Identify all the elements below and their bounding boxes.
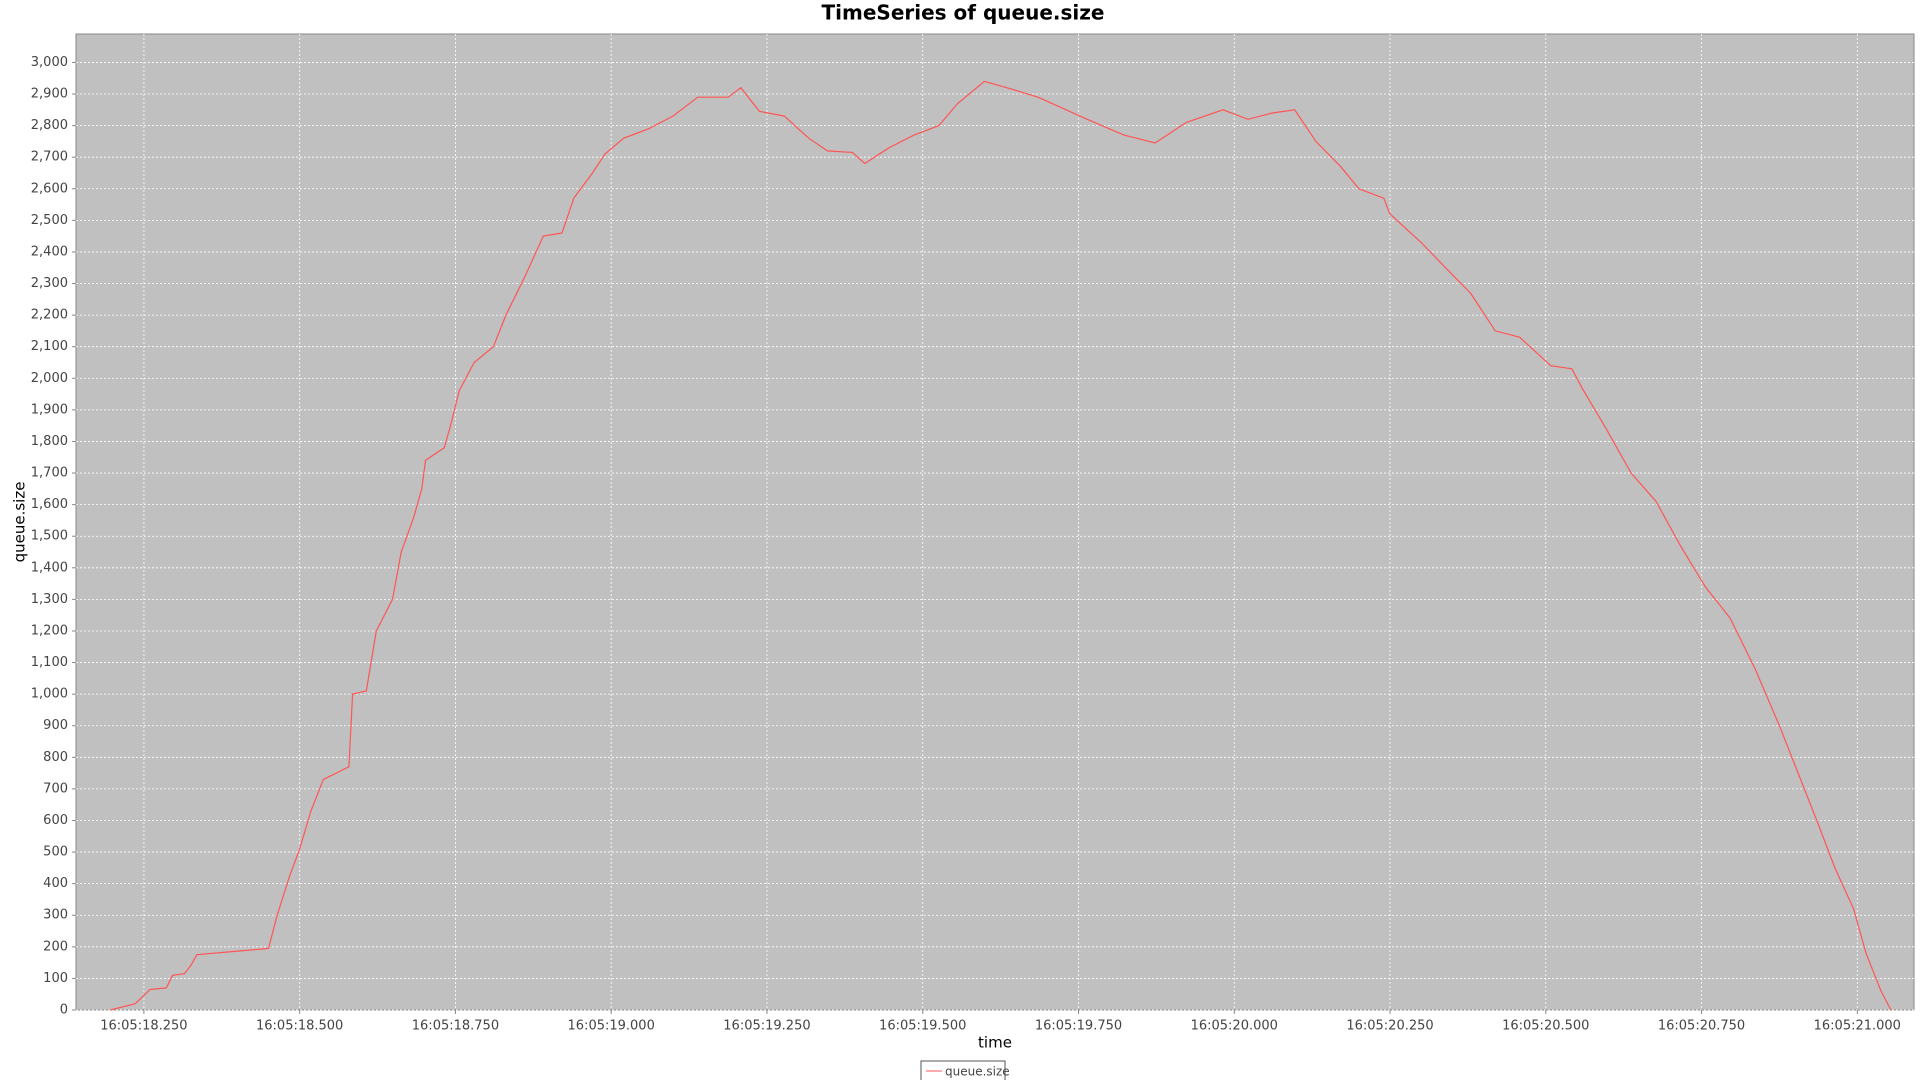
y-tick-label: 1,500 (31, 529, 68, 544)
y-tick-label: 2,800 (31, 118, 68, 133)
y-tick-label: 1,100 (31, 655, 68, 670)
plot-area (75, 33, 1915, 1011)
x-tick-label: 16:05:20.750 (1658, 1019, 1745, 1034)
y-tick-label: 3,000 (31, 55, 68, 70)
x-tick-label: 16:05:20.500 (1502, 1019, 1589, 1034)
y-tick-label: 0 (60, 1003, 68, 1018)
y-axis-label: queue.size (11, 482, 29, 563)
x-tick-label: 16:05:19.750 (1035, 1019, 1122, 1034)
x-tick-label: 16:05:20.000 (1191, 1019, 1278, 1034)
y-tick-label: 100 (43, 971, 68, 986)
x-tick-label: 16:05:20.250 (1346, 1019, 1433, 1034)
y-tick-label: 800 (43, 750, 68, 765)
x-tick-label: 16:05:18.250 (100, 1019, 187, 1034)
y-tick-label: 1,700 (31, 466, 68, 481)
y-tick-label: 2,300 (31, 276, 68, 291)
chart-title: TimeSeries of queue.size (822, 1, 1105, 25)
y-tick-label: 2,100 (31, 339, 68, 354)
y-tick-label: 2,500 (31, 213, 68, 228)
x-tick-label: 16:05:18.500 (256, 1019, 343, 1034)
y-tick-label: 2,200 (31, 308, 68, 323)
y-tick-label: 400 (43, 876, 68, 891)
y-tick-label: 500 (43, 845, 68, 860)
y-tick-label: 200 (43, 939, 68, 954)
y-tick-label: 600 (43, 813, 68, 828)
y-tick-label: 1,800 (31, 434, 68, 449)
y-tick-label: 2,900 (31, 87, 68, 102)
x-tick-label: 16:05:21.000 (1814, 1019, 1901, 1034)
y-tick-label: 1,200 (31, 623, 68, 638)
x-tick-label: 16:05:19.250 (723, 1019, 810, 1034)
x-tick-label: 16:05:19.000 (568, 1019, 655, 1034)
x-tick-label: 16:05:18.750 (412, 1019, 499, 1034)
legend-label: queue.size (945, 1065, 1010, 1079)
y-tick-label: 2,000 (31, 371, 68, 386)
y-tick-label: 1,400 (31, 560, 68, 575)
y-tick-label: 900 (43, 718, 68, 733)
y-tick-label: 2,400 (31, 244, 68, 259)
y-tick-label: 1,300 (31, 592, 68, 607)
y-tick-label: 700 (43, 781, 68, 796)
y-tick-label: 300 (43, 908, 68, 923)
y-tick-label: 1,600 (31, 497, 68, 512)
y-tick-label: 1,900 (31, 402, 68, 417)
y-tick-label: 1,000 (31, 687, 68, 702)
x-tick-label: 16:05:19.500 (879, 1019, 966, 1034)
y-tick-label: 2,700 (31, 150, 68, 165)
x-axis-label: time (978, 1034, 1012, 1052)
y-tick-label: 2,600 (31, 181, 68, 196)
data-line (110, 80, 1892, 1011)
